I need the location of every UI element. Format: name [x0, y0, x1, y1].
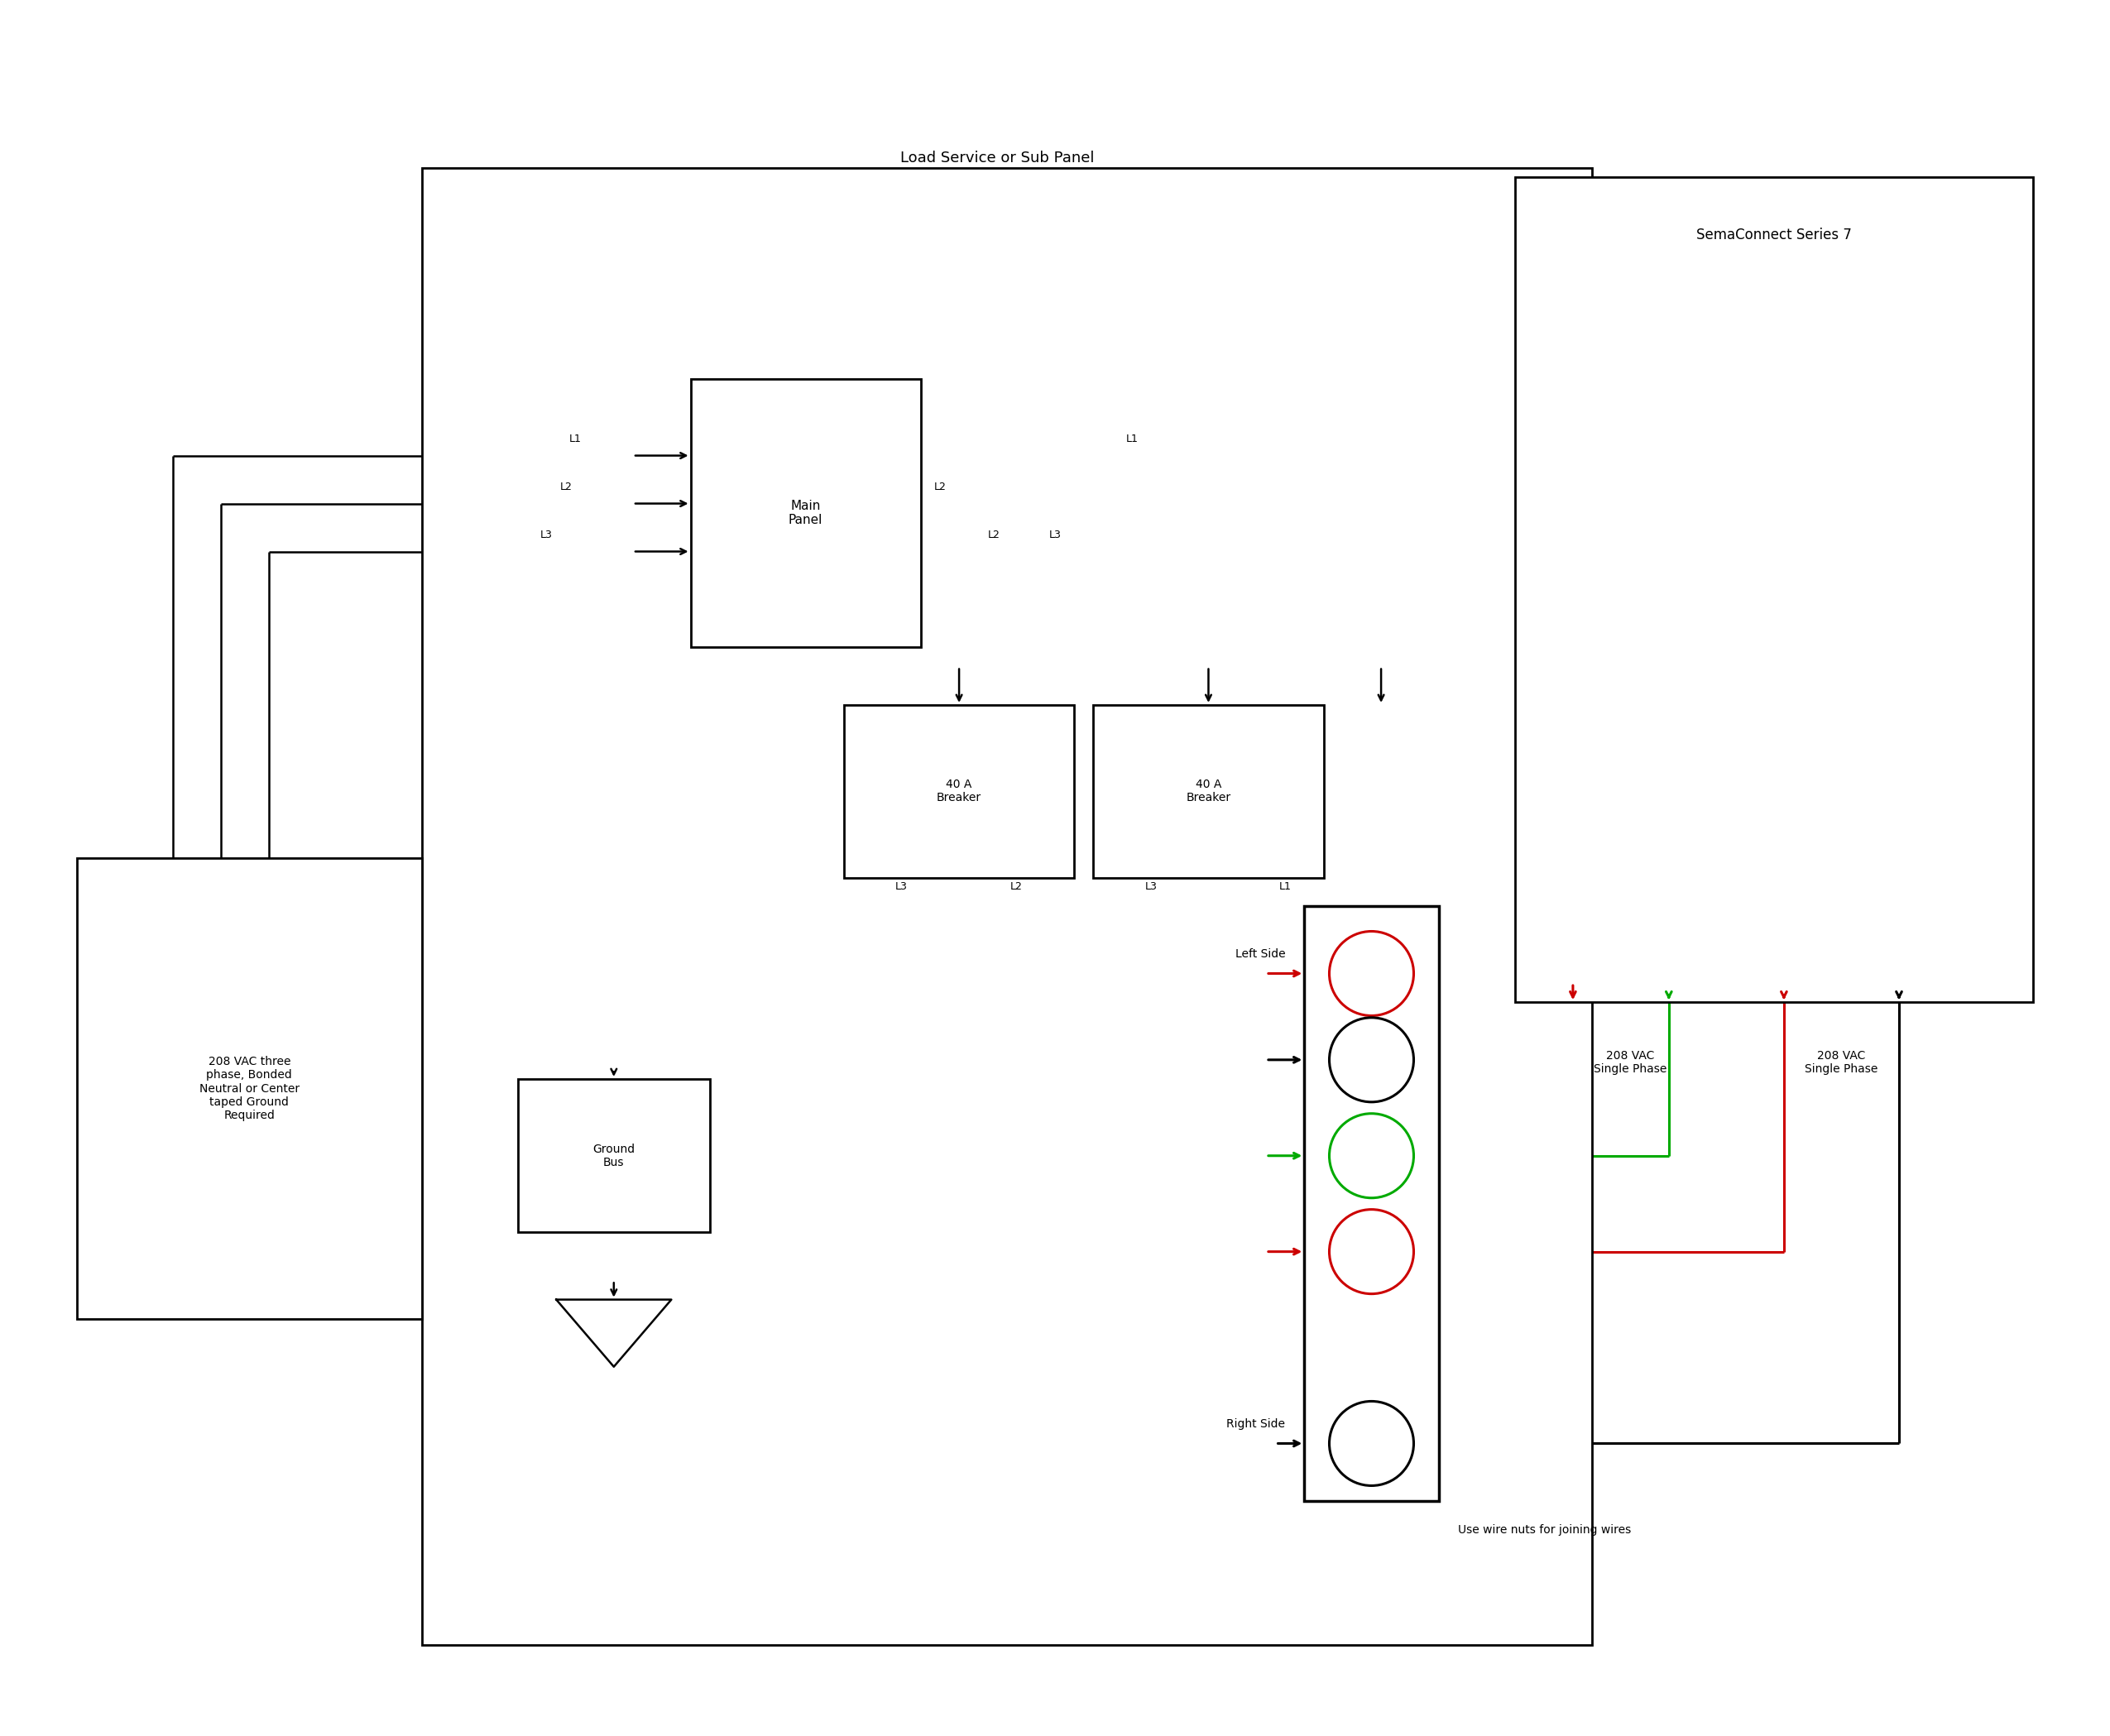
Bar [690, 378, 920, 648]
Text: L3: L3 [895, 882, 907, 892]
Text: L2: L2 [559, 481, 572, 491]
Text: L2: L2 [935, 481, 945, 491]
Text: 208 VAC
Single Phase: 208 VAC Single Phase [1804, 1050, 1878, 1075]
Bar [517, 1080, 709, 1233]
Text: L1: L1 [1279, 882, 1291, 892]
Text: 208 VAC three
phase, Bonded
Neutral or Center
taped Ground
Required: 208 VAC three phase, Bonded Neutral or C… [198, 1055, 300, 1121]
Bar [844, 705, 1074, 878]
Text: 208 VAC
Single Phase: 208 VAC Single Phase [1593, 1050, 1667, 1075]
Text: Ground
Bus: Ground Bus [593, 1144, 635, 1168]
Text: L1: L1 [1125, 434, 1137, 444]
Text: 40 A
Breaker: 40 A Breaker [937, 779, 981, 804]
Text: Use wire nuts for joining wires: Use wire nuts for joining wires [1458, 1524, 1631, 1536]
Text: L3: L3 [1049, 529, 1061, 540]
Text: L3: L3 [540, 529, 553, 540]
Bar [422, 168, 1593, 1646]
Text: Main
Panel: Main Panel [789, 500, 823, 526]
Text: SemaConnect Series 7: SemaConnect Series 7 [1696, 227, 1853, 243]
Text: 40 A
Breaker: 40 A Breaker [1186, 779, 1230, 804]
Text: L2: L2 [987, 529, 1000, 540]
Bar [1304, 906, 1439, 1502]
Text: L3: L3 [1146, 882, 1156, 892]
Bar [1093, 705, 1323, 878]
Bar [1515, 177, 2034, 1002]
Text: Left Side: Left Side [1234, 948, 1285, 960]
Text: Right Side: Right Side [1226, 1418, 1285, 1430]
Text: L2: L2 [1011, 882, 1023, 892]
Text: Load Service or Sub Panel: Load Service or Sub Panel [901, 151, 1095, 165]
Bar [76, 858, 422, 1319]
Text: L1: L1 [570, 434, 582, 444]
